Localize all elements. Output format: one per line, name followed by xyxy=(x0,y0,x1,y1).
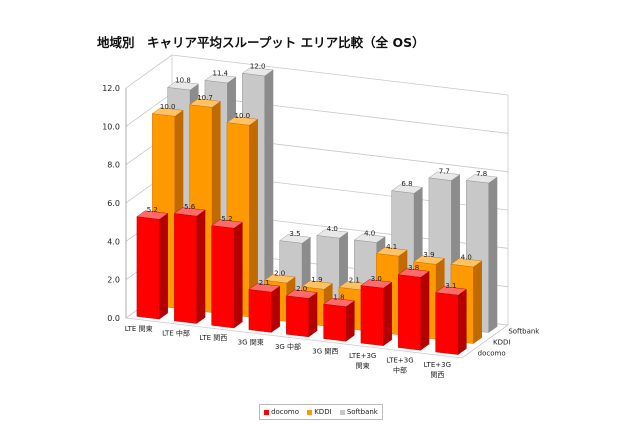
bar-docomo xyxy=(398,274,421,351)
bar-side-docomo xyxy=(345,300,355,342)
legend-item-docomo: docomo xyxy=(264,408,299,416)
bar-docomo xyxy=(136,216,160,320)
x-tick-label: LTE 関西 xyxy=(199,334,227,342)
legend-swatch-docomo xyxy=(264,409,270,415)
bar-docomo xyxy=(211,225,235,329)
data-label-kddi: 10.0 xyxy=(160,103,176,111)
data-label-softbank: 11.4 xyxy=(213,70,229,78)
data-label-kddi: 4.1 xyxy=(386,243,397,251)
y-tick-label: 10.0 xyxy=(102,122,120,131)
legend-label-docomo: docomo xyxy=(271,408,300,416)
bar-docomo xyxy=(286,295,309,338)
y-tick-label: 2.0 xyxy=(107,276,120,285)
y-tick-label: 8.0 xyxy=(107,161,120,170)
data-label-docomo: 5.6 xyxy=(184,203,196,211)
bar-side-docomo xyxy=(457,288,467,355)
bar-side-docomo xyxy=(271,285,280,333)
data-label-kddi: 10.7 xyxy=(197,94,213,102)
chart-title: 地域別 キャリア平均スループット エリア比較（全 OS） xyxy=(97,35,425,50)
data-label-docomo: 2.0 xyxy=(296,285,307,293)
bar-side-kddi xyxy=(473,260,482,344)
bar-side-docomo xyxy=(308,292,318,338)
side-gridline xyxy=(125,93,173,127)
depth-label: docomo xyxy=(478,350,506,358)
x-tick-label: 3G 関西 xyxy=(312,347,338,355)
bar-side-docomo xyxy=(420,270,430,351)
bar-docomo xyxy=(360,285,384,346)
data-label-softbank: 7.7 xyxy=(439,167,450,175)
depth-label: Softbank xyxy=(508,328,540,336)
data-label-kddi: 1.9 xyxy=(311,276,322,284)
x-tick-label: LTE+3G 関東 xyxy=(349,352,376,370)
legend-item-softbank: Softbank xyxy=(339,408,378,416)
x-tick-label: LTE 関東 xyxy=(125,324,153,333)
data-label-softbank: 3.5 xyxy=(289,230,300,238)
data-label-softbank: 4.0 xyxy=(327,225,338,233)
data-label-docomo: 3.8 xyxy=(408,264,419,272)
x-tick-label: LTE+3G 中部 xyxy=(386,356,413,374)
y-tick-label: 12.0 xyxy=(102,84,120,93)
data-label-kddi: 4.0 xyxy=(461,254,472,262)
y-tick-label: 6.0 xyxy=(107,199,120,208)
x-tick-label: 3G 関東 xyxy=(238,338,264,347)
data-label-softbank: 4.0 xyxy=(364,229,375,237)
bar-side-softbank xyxy=(488,176,498,333)
legend-swatch-kddi xyxy=(307,409,313,415)
data-label-kddi: 3.9 xyxy=(423,251,434,259)
y-tick-label: 4.0 xyxy=(107,237,120,246)
data-label-docomo: 3.0 xyxy=(371,275,382,283)
bar-docomo xyxy=(323,303,347,342)
data-label-docomo: 2.1 xyxy=(259,279,270,287)
bar-docomo xyxy=(248,289,272,333)
data-label-docomo: 3.1 xyxy=(445,282,456,290)
back-gridline xyxy=(171,54,509,96)
depth-label: KDDI xyxy=(493,339,510,347)
y-tick-label: 0.0 xyxy=(107,314,120,323)
data-label-softbank: 10.8 xyxy=(175,77,191,85)
data-label-docomo: 5.2 xyxy=(147,206,158,214)
data-label-kddi: 2.0 xyxy=(274,270,285,278)
x-tick-label: LTE+3G 関西 xyxy=(424,361,451,379)
data-label-kddi: 2.1 xyxy=(349,277,360,285)
x-tick-label: LTE 中部 xyxy=(162,329,190,338)
bar-side-docomo xyxy=(383,281,392,347)
bar-side-softbank xyxy=(264,69,274,307)
legend-item-kddi: KDDI xyxy=(307,408,332,416)
legend-label-softbank: Softbank xyxy=(346,408,378,416)
x-tick-label: 3G 中部 xyxy=(275,342,301,351)
data-label-docomo: 5.2 xyxy=(221,215,232,223)
bar-side-docomo xyxy=(196,209,206,324)
legend-label-kddi: KDDI xyxy=(314,408,332,416)
legend: docomo KDDI Softbank xyxy=(259,404,383,420)
data-label-softbank: 7.8 xyxy=(476,170,487,178)
legend-swatch-softbank xyxy=(339,409,345,415)
bar-docomo xyxy=(174,213,197,324)
bar-side-docomo xyxy=(233,221,243,329)
side-gridline xyxy=(125,54,173,89)
data-label-softbank: 6.8 xyxy=(401,180,412,188)
bar-docomo xyxy=(435,292,459,355)
data-label-kddi: 10.0 xyxy=(235,112,251,120)
data-label-docomo: 1.8 xyxy=(333,293,344,301)
bar-side-docomo xyxy=(159,213,169,320)
data-label-softbank: 12.0 xyxy=(250,63,266,71)
